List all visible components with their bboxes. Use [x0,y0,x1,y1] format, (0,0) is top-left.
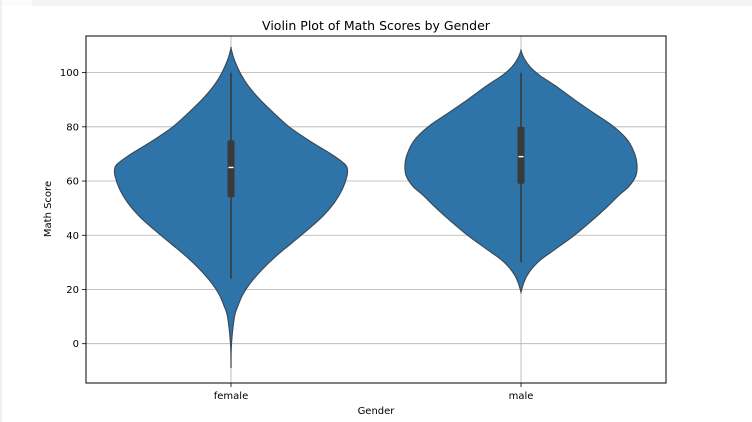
plot-frame [85,35,667,384]
iqr-box-male [517,126,525,184]
axis-ticks: 0 20 40 60 80 100 female male [60,68,534,402]
left-edge-strip [0,0,2,422]
x-axis-label: Gender [358,406,396,417]
chart-title: Violin Plot of Math Scores by Gender [262,18,491,33]
y-tick-label: 100 [60,68,79,79]
y-tick-label: 60 [66,177,79,188]
y-tick-label: 80 [66,122,79,133]
y-tick-label: 0 [73,339,79,350]
top-toolbar-strip [0,0,752,6]
toolbar-tab [0,0,32,6]
y-axis-label: Math Score [43,181,54,237]
y-tick-label: 20 [66,285,79,296]
iqr-box-female [227,140,235,198]
violins [113,46,638,369]
x-tick-label: male [509,391,534,402]
y-tick-label: 40 [66,231,79,242]
x-tick-label: female [214,391,248,402]
